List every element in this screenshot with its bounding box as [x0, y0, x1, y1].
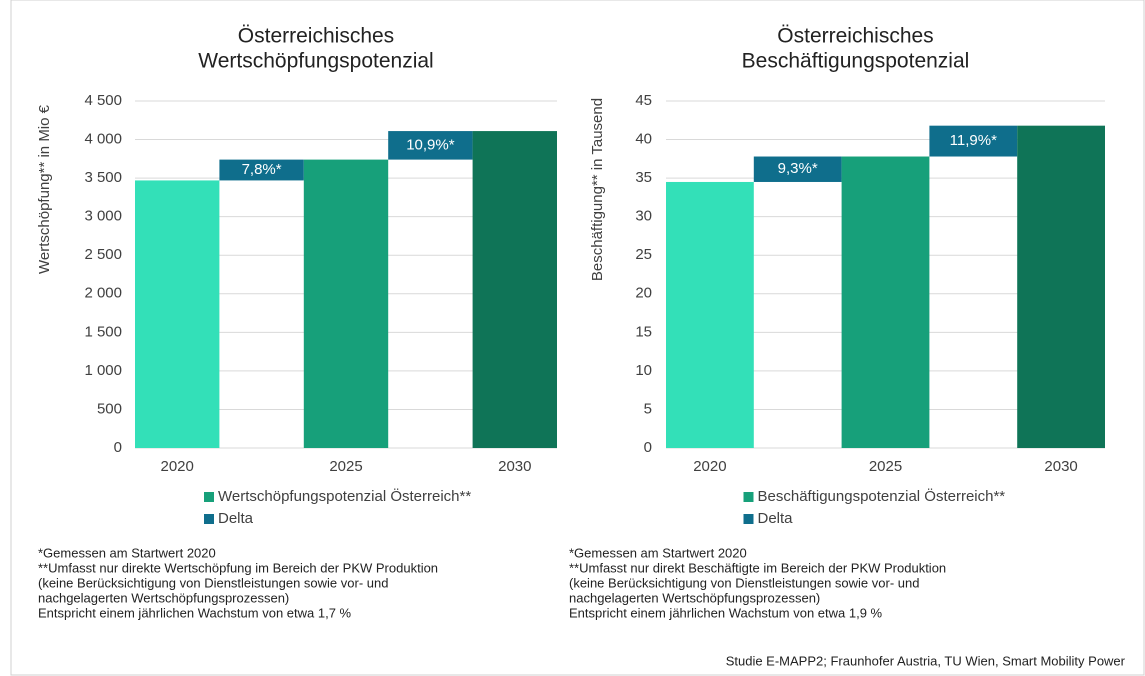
y-tick-label: 3 000: [84, 208, 122, 225]
chart-title: Österreichisches: [777, 25, 933, 48]
x-tick-label: 2025: [869, 458, 902, 475]
delta-label: 10,9%*: [406, 136, 455, 153]
y-tick-label: 15: [635, 323, 652, 340]
bar: [472, 131, 557, 448]
x-tick-label: 2030: [1044, 458, 1077, 475]
bar: [841, 156, 930, 448]
legend-swatch: [204, 492, 214, 502]
bar: [303, 159, 389, 449]
y-tick-label: 5: [644, 400, 652, 417]
x-tick-label: 2020: [161, 458, 194, 475]
footnote: (keine Berücksichtigung von Dienstleistu…: [38, 575, 388, 590]
bar: [1017, 125, 1105, 449]
y-tick-label: 0: [644, 439, 652, 456]
footnote: **Umfasst nur direkte Wertschöpfung im B…: [38, 560, 438, 575]
y-axis-title: Beschäftigung** in Tausend: [589, 98, 606, 281]
y-tick-label: 1 000: [84, 362, 122, 379]
y-tick-label: 2 000: [84, 285, 122, 302]
y-tick-label: 20: [635, 285, 652, 302]
legend-label: Wertschöpfungspotenzial Österreich**: [218, 487, 471, 505]
legend-swatch: [743, 492, 754, 502]
y-tick-label: 500: [97, 400, 122, 417]
y-tick-label: 45: [635, 92, 652, 109]
y-tick-label: 0: [114, 439, 122, 456]
chart-title: Wertschöpfungspotenzial: [198, 50, 433, 73]
x-tick-label: 2020: [693, 458, 726, 475]
x-tick-label: 2030: [498, 458, 531, 475]
delta-bar: [753, 156, 842, 182]
y-tick-label: 3 500: [84, 169, 122, 186]
delta-bar: [219, 159, 304, 181]
chart-title: Österreichisches: [238, 25, 394, 48]
y-tick-label: 10: [635, 362, 652, 379]
footnote: *Gemessen am Startwert 2020: [38, 545, 216, 560]
y-tick-label: 30: [635, 208, 652, 225]
source: Studie E-MAPP2; Fraunhofer Austria, TU W…: [726, 653, 1126, 668]
chart-title: Beschäftigungspotenzial: [742, 50, 970, 73]
bar: [135, 180, 220, 448]
footnote: *Gemessen am Startwert 2020: [569, 545, 747, 560]
y-tick-label: 40: [635, 131, 652, 148]
y-tick-label: 25: [635, 246, 652, 263]
delta-bar: [388, 131, 473, 160]
delta-label: 11,9%*: [950, 132, 997, 149]
y-tick-label: 4 000: [84, 131, 122, 148]
legend-swatch: [743, 514, 754, 524]
footnote: Entspricht einem jährlichen Wachstum von…: [569, 605, 883, 620]
legend-label: Beschäftigungspotenzial Österreich**: [758, 487, 1006, 505]
footnote: nachgelagerten Wertschöpfungsprozessen): [569, 590, 820, 605]
y-tick-label: 35: [635, 169, 652, 186]
delta-bar: [929, 125, 1018, 157]
x-tick-label: 2025: [329, 458, 362, 475]
legend-swatch: [204, 514, 214, 524]
y-tick-label: 2 500: [84, 246, 122, 263]
y-axis-title: Wertschöpfung** in Mio €: [36, 104, 53, 274]
y-tick-label: 4 500: [84, 92, 122, 109]
y-tick-label: 1 500: [84, 323, 122, 340]
footnote: **Umfasst nur direkt Beschäftigte im Ber…: [569, 560, 946, 575]
footnote: (keine Berücksichtigung von Dienstleistu…: [569, 575, 919, 590]
delta-label: 9,3%*: [778, 160, 818, 177]
footnote: nachgelagerten Wertschöpfungsprozessen): [38, 590, 289, 605]
legend-label: Delta: [758, 510, 794, 527]
bar: [666, 181, 754, 448]
legend-label: Delta: [218, 510, 254, 527]
delta-label: 7,8%*: [242, 161, 282, 178]
footnote: Entspricht einem jährlichen Wachstum von…: [38, 605, 352, 620]
